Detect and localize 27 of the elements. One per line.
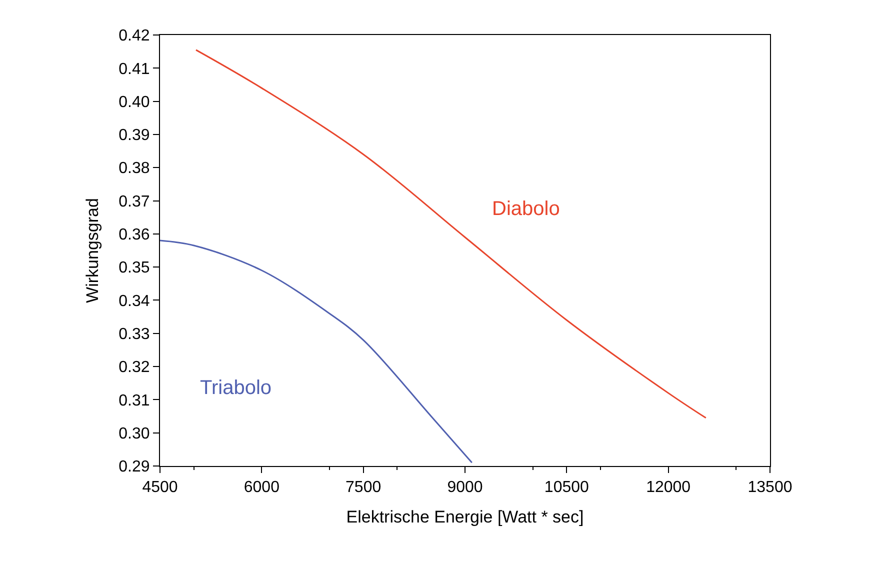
text: Triabolo [200,377,272,399]
y-tick-label: 0.39 [118,127,150,144]
x-tick-label: 6000 [244,479,280,496]
x-tick-label: 13500 [748,479,792,496]
y-tick-label: 0.36 [118,226,150,244]
x-tick-label: 9000 [447,479,483,496]
line-series [160,240,473,464]
y-tick-label: 0.32 [118,359,150,376]
y-tick-label: 0.42 [118,28,150,45]
y-tick-label: 0.38 [118,160,150,178]
y-tick-label: 0.29 [118,458,150,476]
line-series [195,49,707,419]
y-tick-label: 0.40 [118,94,150,111]
y-tick-label: 0.37 [118,193,150,210]
x-tick-label: 10500 [544,479,590,496]
y-tick-label: 0.35 [118,260,150,277]
series-label: Diabolo [492,198,560,220]
x-axis-title: Elektrische Energie [Watt * sec] [346,508,584,527]
y-tick-label: 0.31 [118,392,150,410]
x-tick-label: 7500 [346,479,382,496]
y-tick-label: 0.30 [118,425,150,442]
x-tick-label: 12000 [646,479,691,496]
y-axis-title: Wirkungsgrad [83,198,102,303]
y-tick-label: 0.41 [118,60,150,78]
y-tick-label: 0.34 [118,292,150,310]
x-tick-label: 4500 [142,479,178,496]
y-tick-label: 0.33 [118,326,150,343]
